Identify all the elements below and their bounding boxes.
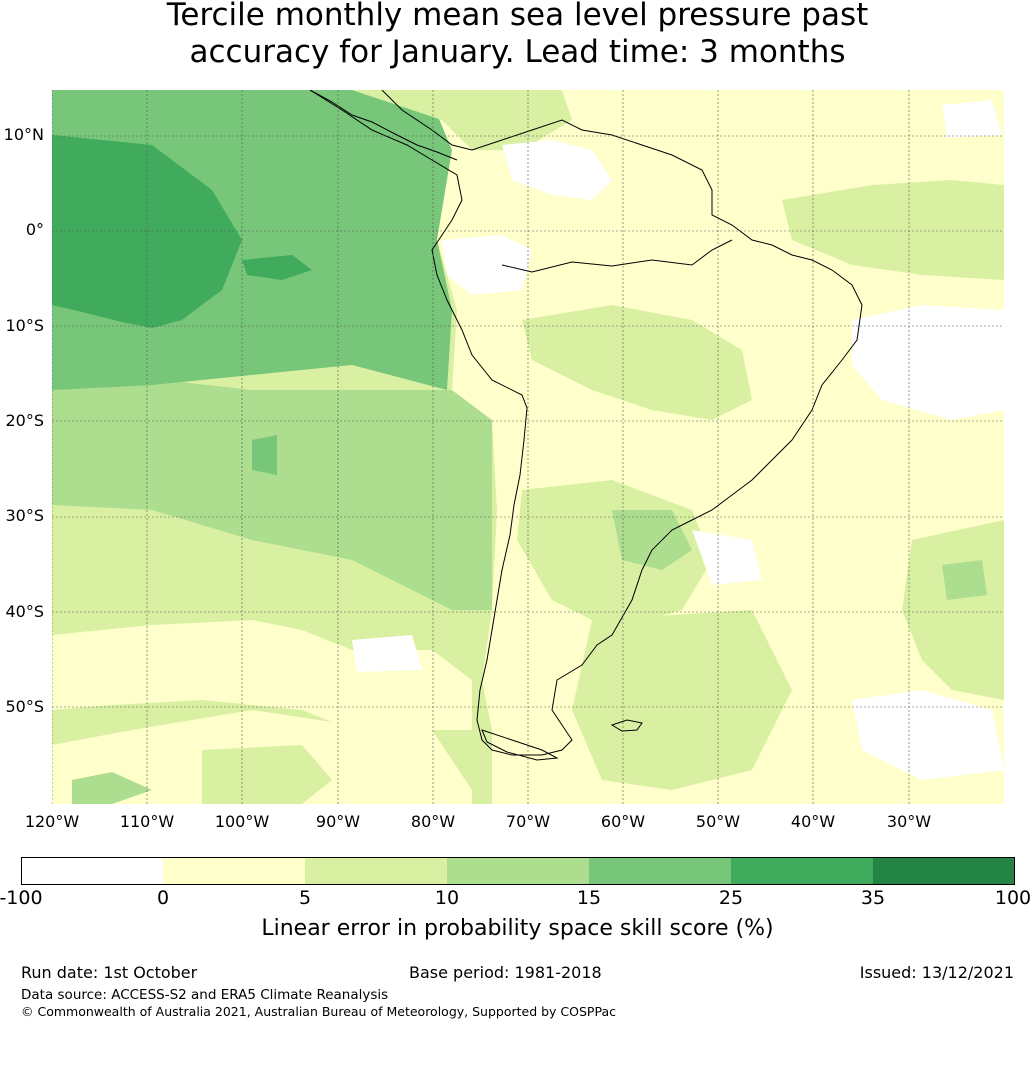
lat-label-10s: 10°S	[5, 316, 44, 335]
pacific-region-10-15	[52, 380, 492, 610]
lon-label-120w: 120°W	[24, 812, 80, 831]
lat-label-30s: 30°S	[5, 506, 44, 525]
colorbar-segment-neg100-0	[21, 857, 163, 885]
skill-score-map	[52, 90, 1004, 804]
colorbar-tick-35: 35	[860, 887, 886, 909]
region-negative-c	[852, 305, 1004, 420]
colorbar-segment-35-100	[873, 857, 1015, 885]
lon-label-60w: 60°W	[600, 812, 646, 831]
coastline-south-america	[309, 90, 863, 756]
colorbar-outline	[21, 857, 1015, 885]
pacific-region-10-15-c	[72, 772, 152, 804]
lon-label-50w: 50°W	[695, 812, 741, 831]
lon-label-80w: 80°W	[410, 812, 456, 831]
colorbar-segment-25-35	[731, 857, 873, 885]
colorbar-tick-15: 15	[576, 887, 602, 909]
lat-label-20s: 20°S	[5, 411, 44, 430]
lat-label-0: 0°	[25, 220, 44, 239]
land-region-5-10-c	[572, 610, 792, 790]
lon-label-40w: 40°W	[790, 812, 836, 831]
atlantic-region-10-15-b	[942, 560, 987, 600]
land-region-5-10	[522, 305, 752, 420]
region-negative-f	[692, 530, 762, 585]
region-negative-e	[942, 100, 1002, 138]
colorbar-tick-neg100: -100	[0, 887, 43, 909]
colorbar	[21, 857, 1015, 885]
pacific-region-15-25-c	[252, 435, 277, 475]
base-period: Base period: 1981-2018	[409, 963, 602, 982]
colorbar-segment-0-5	[163, 857, 305, 885]
lon-label-110w: 110°W	[119, 812, 175, 831]
colorbar-tick-5: 5	[298, 887, 312, 909]
colorbar-tick-10: 10	[434, 887, 460, 909]
region-negative	[502, 140, 612, 200]
lat-label-10n: 10°N	[3, 125, 44, 144]
atlantic-region-5-10	[782, 180, 1004, 280]
lat-label-40s: 40°S	[5, 602, 44, 621]
colorbar-tick-100: 100	[994, 887, 1032, 909]
colorbar-segment-10-15	[447, 857, 589, 885]
amazon-river	[501, 239, 733, 273]
land-region-10-15	[612, 510, 692, 570]
pacific-region-25-35-b	[242, 255, 312, 280]
coastline-central-america	[309, 90, 458, 161]
region-negative-d	[852, 690, 1004, 780]
region-negative-g	[352, 635, 422, 672]
chart-title: Tercile monthly mean sea level pressure …	[0, 0, 1035, 71]
issued-date: Issued: 13/12/2021	[859, 963, 1014, 982]
colorbar-segment-5-10	[305, 857, 447, 885]
colorbar-segment-15-25	[589, 857, 731, 885]
colorbar-tick-0: 0	[156, 887, 170, 909]
tierra-del-fuego	[481, 729, 559, 761]
lon-label-100w: 100°W	[214, 812, 270, 831]
colorbar-tick-25: 25	[718, 887, 744, 909]
falkland-islands	[610, 719, 643, 732]
lon-label-70w: 70°W	[505, 812, 551, 831]
copyright: © Commonwealth of Australia 2021, Austra…	[21, 1004, 616, 1019]
lat-label-50s: 50°S	[5, 697, 44, 716]
run-date: Run date: 1st October	[21, 963, 198, 982]
title-line-1: Tercile monthly mean sea level pressure …	[166, 0, 869, 33]
lon-label-30w: 30°W	[886, 812, 932, 831]
graticule	[52, 90, 1004, 804]
title-line-2: accuracy for January. Lead time: 3 month…	[189, 34, 846, 70]
region-negative-b	[442, 235, 532, 295]
pacific-region-0-5	[52, 620, 472, 730]
colorbar-label: Linear error in probability space skill …	[261, 916, 774, 941]
data-source: Data source: ACCESS-S2 and ERA5 Climate …	[21, 987, 389, 1003]
pacific-region-5-10-c	[202, 745, 332, 804]
lon-label-90w: 90°W	[315, 812, 361, 831]
